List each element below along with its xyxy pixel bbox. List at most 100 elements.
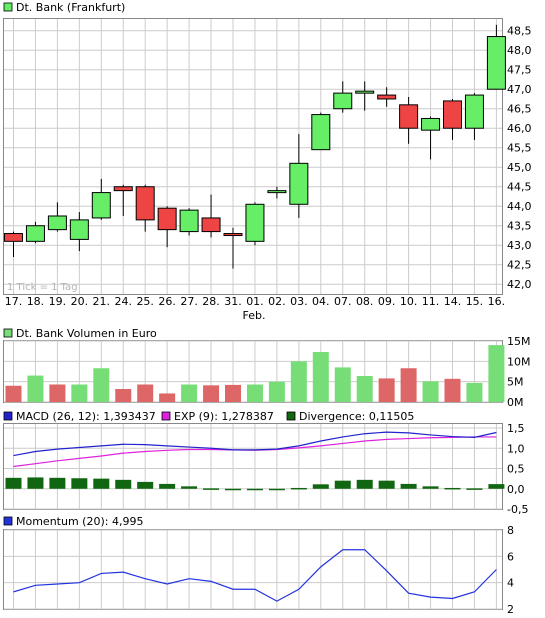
date-label: 02. — [268, 295, 286, 308]
price-panel-title: Dt. Bank (Frankfurt) — [16, 1, 125, 14]
candle-body — [333, 92, 353, 110]
date-label: 14. — [444, 295, 462, 308]
tick-interval-note: 1 Tick = 1 Tag — [7, 282, 78, 293]
date-label: 19. — [49, 295, 67, 308]
candle-body — [113, 186, 133, 192]
date-label: 04. — [312, 295, 330, 308]
date-label: 24. — [115, 295, 133, 308]
volume-bar — [5, 385, 22, 402]
divergence-bar — [115, 479, 132, 489]
volume-bar — [444, 378, 461, 402]
macd-tick-label: -0,5 — [507, 503, 528, 516]
volume-bar — [93, 368, 110, 402]
volume-tick-label: 0M — [507, 396, 524, 409]
divergence-bar — [181, 486, 198, 489]
divergence-bar — [5, 477, 22, 489]
volume-bar — [356, 375, 373, 402]
month-label: Feb. — [243, 309, 266, 322]
price-tick-label: 43,5 — [507, 220, 532, 233]
date-label: 07. — [334, 295, 352, 308]
volume-bar — [137, 384, 154, 402]
candle-body — [311, 114, 331, 151]
volume-bar — [312, 351, 329, 402]
momentum-y-axis: 2 4 6 8 — [507, 524, 514, 616]
momentum-plot-frame — [3, 529, 503, 610]
exp-legend-label: EXP (9): 1,278387 — [174, 410, 274, 423]
candle-body — [355, 90, 375, 94]
macd-plot-frame — [3, 423, 503, 510]
volume-bar — [466, 382, 483, 402]
macd-tick-label: 1,5 — [507, 422, 525, 435]
date-label: 18. — [27, 295, 45, 308]
divergence-bar — [334, 480, 351, 489]
volume-bar — [334, 367, 351, 402]
divergence-bar — [225, 488, 241, 491]
momentum-tick-label: 8 — [507, 524, 514, 537]
date-label: 28. — [202, 295, 220, 308]
momentum-legend-swatch — [3, 516, 13, 526]
price-tick-label: 46,5 — [507, 103, 532, 116]
price-tick-label: 46,0 — [507, 122, 532, 135]
momentum-tick-label: 4 — [507, 577, 514, 590]
momentum-tick-label: 6 — [507, 550, 514, 563]
candle-body — [245, 203, 265, 242]
volume-bar — [268, 381, 285, 402]
price-tick-label: 44,5 — [507, 181, 532, 194]
momentum-line — [13, 549, 497, 602]
macd-legend-swatch — [3, 411, 13, 421]
candle-body — [443, 100, 462, 129]
volume-bar — [246, 384, 263, 402]
candle-body — [267, 190, 287, 194]
date-label: 16. — [488, 295, 506, 308]
volume-tick-label: 15M — [507, 335, 531, 348]
volume-bar — [71, 384, 88, 402]
volume-bar — [225, 384, 241, 402]
macd-tick-label: 0,0 — [507, 483, 525, 496]
date-label: 08. — [356, 295, 374, 308]
macd-line — [13, 431, 497, 457]
price-tick-label: 47,5 — [507, 64, 532, 77]
divergence-bar — [400, 483, 417, 489]
volume-tick-label: 5M — [507, 376, 524, 389]
macd-tick-label: 1,0 — [507, 442, 525, 455]
momentum-panel: Momentum (20): 4,995 2 4 6 8 — [3, 515, 514, 616]
volume-bars — [5, 345, 505, 402]
divergence-bar — [312, 484, 329, 489]
price-tick-label: 48,5 — [507, 25, 532, 38]
volume-panel: Dt. Bank Volumen in Euro 0M 5M 10M 15M — [3, 327, 531, 409]
divergence-bars — [5, 477, 505, 491]
macd-panel: MACD (26, 12): 1,393437 EXP (9): 1,27838… — [3, 410, 528, 516]
divergence-bar — [488, 484, 505, 489]
candle-body — [421, 117, 441, 131]
divergence-bar — [268, 488, 285, 491]
volume-bar — [488, 345, 505, 402]
candle-body — [25, 225, 45, 242]
volume-panel-title: Dt. Bank Volumen in Euro — [16, 327, 157, 340]
date-label: 09. — [378, 295, 396, 308]
price-tick-label: 45,0 — [507, 161, 532, 174]
divergence-bar — [71, 478, 88, 489]
candle-body — [223, 233, 243, 237]
price-tick-label: 48,0 — [507, 44, 532, 57]
divergence-bar — [49, 477, 66, 489]
divergence-bar — [378, 480, 395, 489]
momentum-gridlines — [4, 529, 502, 610]
volume-tick-label: 10M — [507, 355, 531, 368]
volume-bar — [290, 361, 307, 402]
candle-body — [47, 215, 67, 231]
date-label: 25. — [136, 295, 154, 308]
price-tick-label: 45,5 — [507, 142, 532, 155]
macd-tick-label: 0,5 — [507, 463, 525, 476]
candle-body — [486, 36, 506, 90]
volume-bar — [181, 384, 198, 402]
divergence-bar — [27, 477, 44, 489]
volume-bar — [400, 368, 417, 402]
date-label: 27. — [180, 295, 198, 308]
volume-y-axis: 0M 5M 10M 15M — [507, 335, 531, 409]
price-gridlines — [4, 19, 502, 294]
date-axis: 17. 18. 19. 20. 21. 24. 25. 26. 27. 28. 31. 01. 02. 0… — [5, 295, 505, 308]
price-tick-label: 43,0 — [507, 239, 532, 252]
divergence-bar — [137, 481, 154, 489]
candle-body — [399, 104, 419, 129]
